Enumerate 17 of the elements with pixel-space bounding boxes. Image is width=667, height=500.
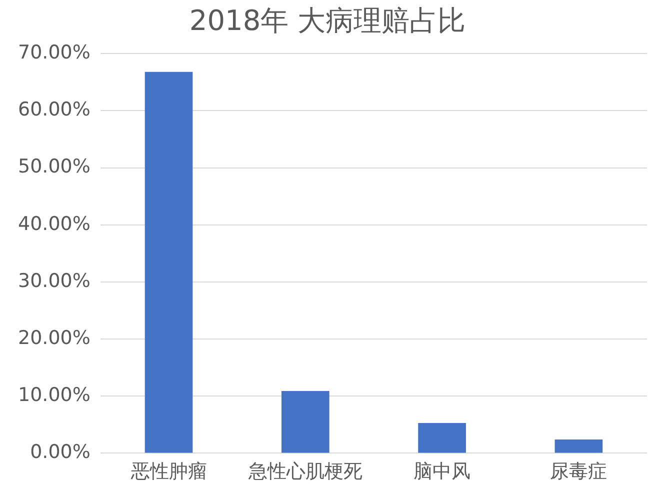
bar	[144, 72, 193, 453]
y-tick-label: 10.00%	[18, 384, 90, 406]
y-tick-label: 30.00%	[18, 270, 90, 292]
y-tick-label: 50.00%	[18, 156, 90, 178]
x-tick-label: 恶性肿瘤	[130, 460, 207, 483]
bar	[281, 390, 330, 453]
x-tick-label: 急性心肌梗死	[247, 460, 362, 483]
y-tick-label: 0.00%	[30, 441, 90, 464]
x-tick-label: 脑中风	[414, 460, 471, 483]
y-tick-label: 20.00%	[18, 326, 90, 349]
y-tick-label: 60.00%	[18, 98, 90, 121]
bar	[554, 440, 603, 453]
y-tick-label: 70.00%	[18, 42, 90, 64]
bar	[418, 422, 466, 453]
x-tick-label: 尿毒症	[550, 460, 608, 483]
y-tick-label: 40.00%	[18, 212, 90, 235]
chart-title: 2018年 大病理赔占比	[189, 4, 466, 38]
